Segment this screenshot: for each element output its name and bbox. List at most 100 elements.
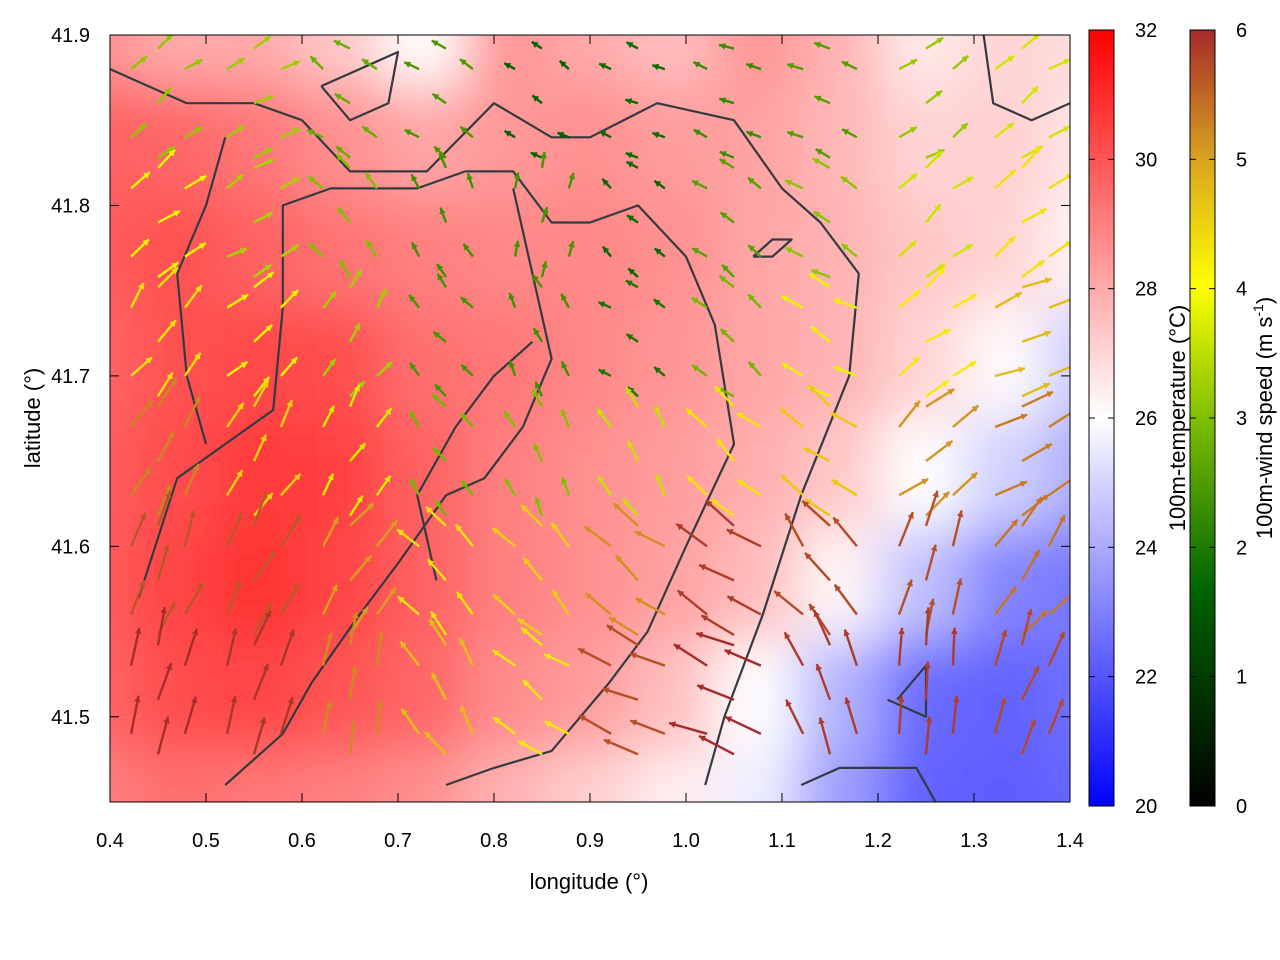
- wind-arrow: [898, 58, 918, 71]
- wind-arrow-head: [290, 357, 298, 365]
- wind-arrow-shaft: [993, 629, 1008, 666]
- wind-arrow: [279, 399, 294, 428]
- wind-arrow: [183, 463, 200, 496]
- wind-arrow-shaft: [726, 528, 762, 548]
- wind-arrow: [567, 172, 575, 189]
- wind-arrow: [780, 474, 804, 497]
- wind-arrow-head: [1031, 86, 1039, 94]
- wind-arrow-shaft: [1048, 298, 1070, 309]
- wind-arrow-head: [1057, 699, 1064, 707]
- wind-arrow-head: [597, 408, 604, 416]
- wind-arrow: [157, 86, 172, 104]
- wind-arrow: [226, 402, 245, 428]
- wind-arrow: [130, 399, 154, 428]
- wind-arrow-head: [841, 61, 849, 68]
- wind-arrow-head: [352, 612, 359, 619]
- heatmap-cell: [110, 196, 135, 309]
- wind-arrow: [531, 94, 543, 105]
- wind-arrow: [925, 263, 946, 278]
- wind-arrow: [253, 94, 274, 105]
- wind-arrow: [279, 629, 295, 667]
- wind-arrow: [718, 97, 735, 105]
- wind-arrow: [625, 160, 639, 169]
- wind-arrow-head: [579, 715, 586, 722]
- wind-arrow-shaft: [602, 687, 639, 701]
- wind-arrow: [130, 55, 148, 71]
- wind-arrow: [454, 523, 474, 548]
- wind-arrow-head: [160, 607, 167, 614]
- wind-arrow-head: [167, 146, 175, 153]
- wind-arrow: [691, 179, 708, 190]
- wind-arrow-head: [921, 478, 929, 485]
- wind-arrow-head: [578, 648, 586, 655]
- wind-arrow: [747, 361, 762, 377]
- wind-arrow: [924, 661, 931, 700]
- wind-arrow-head: [910, 173, 917, 181]
- wind-arrow-head: [719, 97, 727, 104]
- wind-arrow-shaft: [629, 719, 666, 735]
- wind-arrow: [130, 356, 153, 377]
- wind-arrow: [994, 235, 1016, 258]
- wind-arrow: [773, 590, 804, 616]
- wind-arrow: [577, 647, 612, 667]
- wind-arrow: [400, 707, 421, 735]
- wind-arrow-head: [603, 739, 611, 746]
- heatmap-cell: [631, 35, 716, 87]
- wind-arrow-head: [774, 591, 782, 598]
- wind-arrow-head: [389, 587, 396, 595]
- wind-arrow-head: [329, 291, 337, 299]
- wind-arrow-head: [966, 177, 974, 184]
- wind-arrow-head: [809, 604, 816, 611]
- x-tick-label: 0.4: [96, 830, 124, 852]
- wind-arrow: [698, 734, 735, 756]
- wind-arrow-head: [358, 443, 366, 450]
- wind-arrow-head: [960, 123, 968, 130]
- wind-arrow: [635, 597, 666, 616]
- wind-arrow-head: [265, 212, 273, 219]
- wind-arrow: [540, 151, 547, 169]
- wind-arrow-head: [748, 361, 756, 369]
- wind-arrow-head: [965, 244, 973, 251]
- wind-arrow: [348, 666, 358, 700]
- wind-arrow-head: [687, 475, 694, 483]
- wind-arrow: [626, 214, 639, 224]
- wind-arrow: [804, 551, 831, 582]
- wind-arrow: [924, 490, 939, 527]
- wind-arrow-head: [720, 329, 728, 336]
- wind-arrow-shaft: [818, 717, 832, 755]
- wind-arrow-head: [833, 366, 841, 373]
- temperature-colorbar: 20 22 24 26 28 30 32 100m-temperature (°C): [1088, 20, 1190, 818]
- wind-arrow-shaft: [951, 695, 958, 734]
- wind-arrow-head: [231, 628, 238, 636]
- wind-arrow-shaft: [804, 551, 831, 582]
- heatmap-cell: [631, 307, 716, 420]
- wind-arrow: [724, 715, 762, 735]
- wind-arrow: [653, 366, 666, 377]
- wind-arrow-head: [818, 717, 825, 725]
- wind-arrow: [624, 98, 639, 105]
- wind-arrow: [596, 408, 613, 428]
- wind-arrow-shaft: [675, 522, 708, 548]
- heatmap-cell: [963, 529, 1048, 642]
- wind-arrow-head: [934, 204, 941, 212]
- wind-arrow: [695, 631, 735, 647]
- wind-arrow-head: [397, 596, 405, 603]
- wind-arrow: [625, 41, 639, 50]
- wind-arrow-head: [1033, 549, 1040, 557]
- heatmap-cell: [133, 640, 218, 753]
- wind-arrow-head: [424, 732, 432, 739]
- wind-arrow: [994, 413, 1028, 429]
- wind-arrow-head: [460, 413, 468, 420]
- wind-arrow-shaft: [924, 716, 931, 755]
- wind-arrow-head: [134, 627, 142, 635]
- wind-arrow-head: [697, 684, 705, 691]
- wind-arrow: [531, 40, 543, 50]
- wind-arrow: [349, 502, 375, 527]
- wind-arrow-head: [168, 149, 175, 157]
- wind-arrow-head: [833, 298, 841, 305]
- wind-arrow: [786, 130, 804, 139]
- wind-arrow: [226, 512, 243, 547]
- wind-arrow: [375, 519, 398, 548]
- heatmap-cell: [880, 35, 965, 87]
- heatmap-cell: [382, 640, 467, 753]
